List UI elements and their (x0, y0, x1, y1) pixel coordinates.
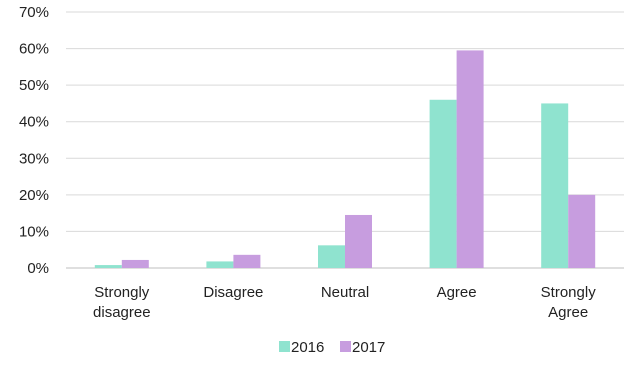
bar-2017 (456, 50, 484, 269)
bars (94, 50, 596, 269)
category-label: Strongly Agree (541, 284, 597, 321)
legend-label-2016: 2016 (291, 339, 324, 356)
legend-swatch-2016 (279, 341, 290, 352)
y-tick-label: 10% (19, 223, 49, 240)
bar-2016 (94, 265, 122, 268)
y-axis-tick-labels: 0% 10% 20% 30% 40% 50% 60% 70% (19, 4, 49, 277)
bar-2016 (206, 261, 234, 268)
category-label: Agree (437, 284, 477, 301)
legend-label-2017: 2017 (352, 339, 385, 356)
bar-2017 (345, 214, 372, 268)
y-tick-label: 50% (19, 77, 49, 94)
legend-swatch-2017 (340, 341, 351, 352)
category-label: Disagree (203, 284, 263, 301)
y-tick-label: 40% (19, 114, 49, 131)
y-tick-label: 60% (19, 41, 49, 58)
bar-2016 (429, 99, 457, 269)
bar-2016 (541, 103, 569, 268)
category-label: Strongly disagree (93, 284, 151, 321)
category-label: Neutral (321, 284, 369, 301)
bar-2017 (121, 259, 149, 268)
x-axis-category-labels: Strongly disagree Disagree Neutral Agree Stro… (93, 284, 596, 321)
y-tick-label: 30% (19, 150, 49, 167)
y-tick-label: 70% (19, 4, 49, 21)
legend: 2016 2017 (279, 339, 385, 356)
bar-2016 (318, 245, 345, 268)
bar-2017 (233, 254, 261, 268)
bar-2017 (568, 194, 596, 268)
y-tick-label: 0% (27, 260, 49, 277)
gridlines (66, 11, 624, 269)
y-tick-label: 20% (19, 187, 49, 204)
